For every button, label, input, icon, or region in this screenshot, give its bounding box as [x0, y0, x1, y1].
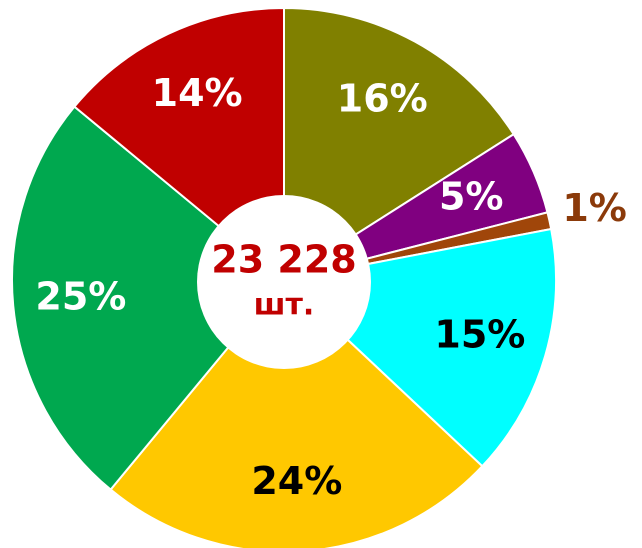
slice-label: 5% — [439, 174, 504, 218]
center-hole — [197, 195, 371, 369]
center-total: 23 228 — [211, 238, 356, 282]
labels: 16% 5% 1% 15% 24% 25% 14% — [35, 71, 626, 503]
slice-label: 14% — [152, 71, 243, 115]
slice-label: 24% — [251, 459, 342, 503]
slice — [73, 6, 285, 283]
slice-label: 16% — [337, 77, 428, 121]
slice — [11, 105, 286, 491]
slice-label: 1% — [562, 186, 627, 230]
slice — [283, 6, 516, 282]
slice — [109, 278, 484, 548]
center-unit: шт. — [254, 288, 315, 323]
slice-label: 15% — [434, 312, 525, 356]
slice-label: 25% — [35, 275, 126, 319]
